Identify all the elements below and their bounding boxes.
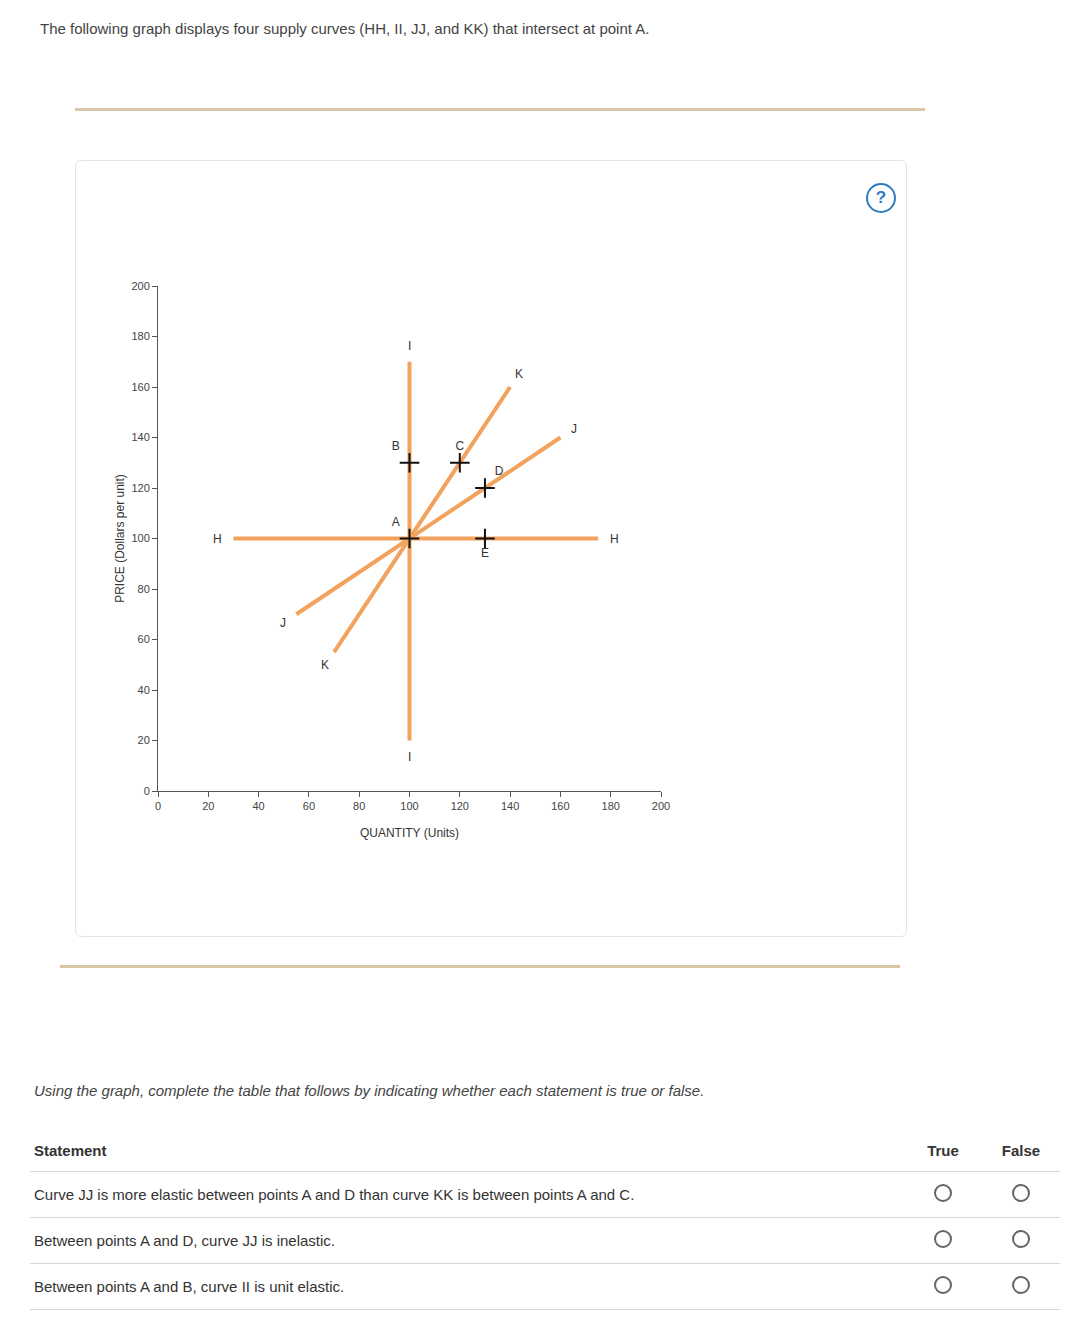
- html-text:True: True: [927, 1142, 959, 1159]
- html-text:Curve JJ is more elastic betwe: Curve JJ is more elastic between points …: [34, 1186, 635, 1203]
- svg-text:160: 160: [551, 800, 569, 812]
- svg-text:I: I: [408, 339, 411, 353]
- svg-text:40: 40: [252, 800, 264, 812]
- html-text:The following graph displays f: The following graph displays four supply…: [40, 20, 650, 37]
- svg-text:D: D: [495, 464, 504, 478]
- svg-text:0: 0: [144, 785, 150, 797]
- svg-text:160: 160: [131, 381, 149, 393]
- html-text:Statement: Statement: [34, 1142, 107, 1159]
- svg-text:140: 140: [501, 800, 519, 812]
- svg-text:H: H: [610, 532, 619, 546]
- svg-text:QUANTITY (Units): QUANTITY (Units): [360, 826, 459, 840]
- svg-text:40: 40: [138, 684, 150, 696]
- svg-text:140: 140: [131, 431, 149, 443]
- svg-text:100: 100: [400, 800, 418, 812]
- svg-text:120: 120: [451, 800, 469, 812]
- svg-text:E: E: [481, 546, 489, 560]
- svg-text:I: I: [408, 750, 411, 764]
- svg-text:H: H: [213, 532, 222, 546]
- svg-text:80: 80: [353, 800, 365, 812]
- svg-text:J: J: [280, 616, 286, 630]
- html-text:Using the graph, complete the: Using the graph, complete the table that…: [34, 1082, 705, 1099]
- html-text:False: False: [1001, 1142, 1041, 1159]
- svg-text:20: 20: [202, 800, 214, 812]
- svg-text:60: 60: [303, 800, 315, 812]
- svg-text:200: 200: [652, 800, 670, 812]
- svg-text:A: A: [392, 515, 400, 529]
- svg-text:0: 0: [155, 800, 161, 812]
- svg-text:180: 180: [131, 330, 149, 342]
- svg-text:120: 120: [131, 482, 149, 494]
- svg-text:180: 180: [602, 800, 620, 812]
- svg-text:100: 100: [131, 532, 149, 544]
- svg-text:K: K: [515, 367, 523, 381]
- svg-text:PRICE (Dollars per unit): PRICE (Dollars per unit): [113, 474, 127, 603]
- svg-text:J: J: [571, 422, 577, 436]
- html-text:Between points A and B, curve: Between points A and B, curve II is unit…: [34, 1278, 345, 1295]
- svg-text:B: B: [392, 439, 400, 453]
- svg-text:200: 200: [131, 280, 149, 292]
- svg-text:20: 20: [138, 734, 150, 746]
- svg-text:K: K: [321, 658, 329, 672]
- svg-text:60: 60: [138, 633, 150, 645]
- svg-text:80: 80: [138, 583, 150, 595]
- html-text:Between points A and D, curve: Between points A and D, curve JJ is inel…: [34, 1232, 335, 1249]
- svg-text:C: C: [455, 439, 464, 453]
